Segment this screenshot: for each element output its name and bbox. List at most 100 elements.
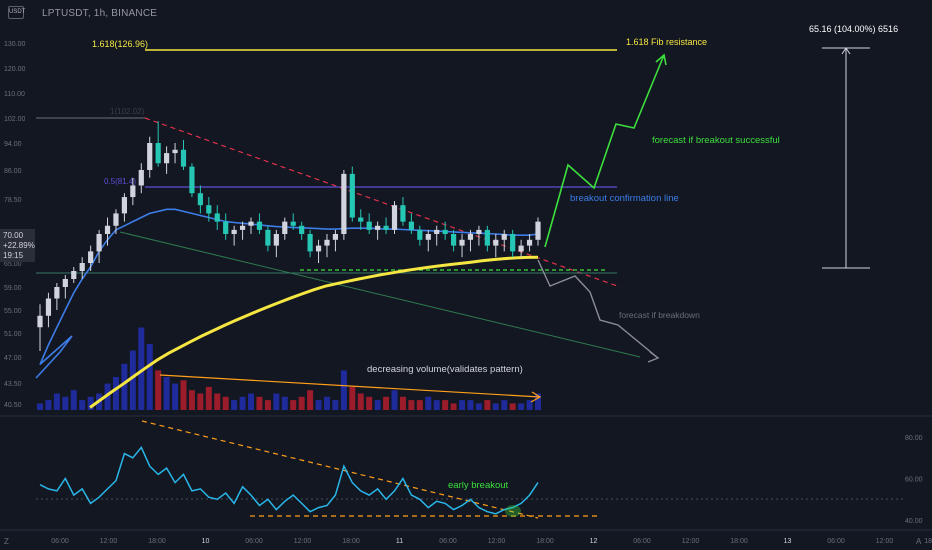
candle-body[interactable] [307, 234, 313, 252]
candle-body[interactable] [214, 213, 220, 222]
candle-body[interactable] [366, 221, 372, 230]
candle-body[interactable] [113, 213, 119, 226]
volume-bar [408, 400, 415, 410]
volume-bar [340, 370, 347, 410]
price-tick: 120.00 [4, 66, 26, 73]
candle-body[interactable] [510, 234, 516, 252]
candle-body[interactable] [231, 229, 237, 234]
candle-body[interactable] [442, 229, 448, 234]
candle-body[interactable] [206, 205, 212, 214]
candle-body[interactable] [96, 234, 102, 252]
candle-body[interactable] [88, 251, 94, 263]
candle-body[interactable] [71, 271, 77, 279]
volume-bar [121, 363, 128, 410]
volume-bar [222, 396, 229, 410]
candle-body[interactable] [535, 221, 541, 240]
upper-trendline[interactable] [144, 117, 621, 288]
candle-body[interactable] [383, 225, 389, 230]
candle-body[interactable] [450, 234, 457, 246]
volume-bar [129, 350, 136, 410]
candle-body[interactable] [391, 205, 398, 230]
candle-body[interactable] [467, 234, 474, 240]
time-tick: 13 [784, 538, 792, 545]
candle-body[interactable] [400, 205, 406, 222]
last-price-value: 70.00 [3, 231, 24, 240]
candle-body[interactable] [79, 263, 85, 271]
candle-body[interactable] [425, 234, 431, 240]
candle-body[interactable] [104, 225, 111, 234]
candle-body[interactable] [358, 217, 364, 222]
auto-scale-icon[interactable]: A [916, 537, 922, 546]
candle-body[interactable] [172, 149, 178, 154]
candle-body[interactable] [518, 245, 524, 252]
candle-body[interactable] [239, 225, 246, 230]
candle-body[interactable] [189, 166, 195, 194]
candle-body[interactable] [155, 143, 161, 164]
candle-body[interactable] [501, 234, 507, 240]
candle-body[interactable] [130, 185, 136, 198]
volume-bar [492, 403, 499, 410]
rsi-axis[interactable]: 80.00 60.00 40.00 [905, 435, 923, 525]
rsi-upper-trend[interactable] [141, 420, 539, 519]
candle-body[interactable] [45, 298, 52, 316]
volume-bar [104, 383, 111, 410]
candle-body[interactable] [332, 234, 339, 240]
volume-bar [37, 403, 43, 410]
rsi-line[interactable] [39, 445, 539, 515]
forecast-breakout-path[interactable] [544, 54, 665, 248]
candle-body[interactable] [375, 225, 381, 230]
ma-slow-line[interactable] [89, 255, 539, 409]
candle-body[interactable] [349, 173, 355, 218]
time-axis[interactable]: 06:00 12:00 18:00 10 06:00 12:00 18:00 11 06:00 1… [51, 538, 932, 545]
symbol-title[interactable]: LPTUSDT, 1h, BINANCE [42, 8, 158, 19]
forecast-breakdown-path[interactable] [537, 259, 659, 359]
candle-body[interactable] [324, 239, 330, 246]
volume-bar [391, 390, 398, 410]
candle-body[interactable] [484, 229, 490, 246]
candle-body[interactable] [290, 221, 296, 226]
candle-body[interactable] [315, 245, 322, 252]
candle-body[interactable] [256, 221, 263, 230]
candle-body[interactable] [476, 229, 482, 234]
candle-body[interactable] [197, 193, 203, 206]
candle-body[interactable] [248, 221, 254, 226]
candle-body[interactable] [138, 170, 144, 186]
fib-1-label: 1(102.02) [110, 107, 145, 116]
last-price-box[interactable] [0, 229, 35, 262]
candle-body[interactable] [282, 221, 288, 234]
candle-body[interactable] [265, 229, 271, 246]
volume-bar [484, 400, 491, 410]
candle-body[interactable] [223, 221, 229, 234]
candle-body[interactable] [273, 234, 279, 246]
volume-trend-arrow[interactable] [159, 374, 541, 398]
candle-body[interactable] [408, 221, 414, 230]
candle-body[interactable] [37, 315, 43, 328]
candle-body[interactable] [434, 229, 440, 234]
candle-body[interactable] [147, 143, 153, 170]
forecast-breakdown-arrowhead [647, 351, 660, 363]
price-axis[interactable]: 130.00 120.00 110.00 102.00 94.00 86.00 78.50 7… [4, 41, 26, 409]
candle-body[interactable] [493, 239, 499, 246]
time-tick: 18:00 [342, 538, 360, 545]
ma-fast-line[interactable] [35, 208, 539, 379]
candlesticks[interactable] [37, 121, 541, 351]
timezone-icon[interactable]: Z [4, 537, 9, 546]
volume-bar [467, 400, 474, 410]
volume-bar [273, 393, 280, 410]
candle-body[interactable] [121, 197, 128, 214]
candle-body[interactable] [417, 229, 423, 240]
candle-body[interactable] [299, 225, 305, 234]
candle-body[interactable] [341, 173, 347, 234]
candle-body[interactable] [54, 287, 60, 299]
symbol-badge[interactable]: USDT [8, 6, 25, 19]
candle-body[interactable] [164, 153, 170, 164]
candle-body[interactable] [180, 149, 187, 167]
early-breakout-marker[interactable] [505, 505, 521, 517]
candle-body[interactable] [62, 279, 68, 287]
lower-trendline[interactable] [119, 231, 641, 358]
volume-bar [307, 390, 314, 410]
candle-body[interactable] [459, 239, 465, 246]
volume-bar [163, 377, 170, 410]
candle-body[interactable] [526, 239, 533, 246]
